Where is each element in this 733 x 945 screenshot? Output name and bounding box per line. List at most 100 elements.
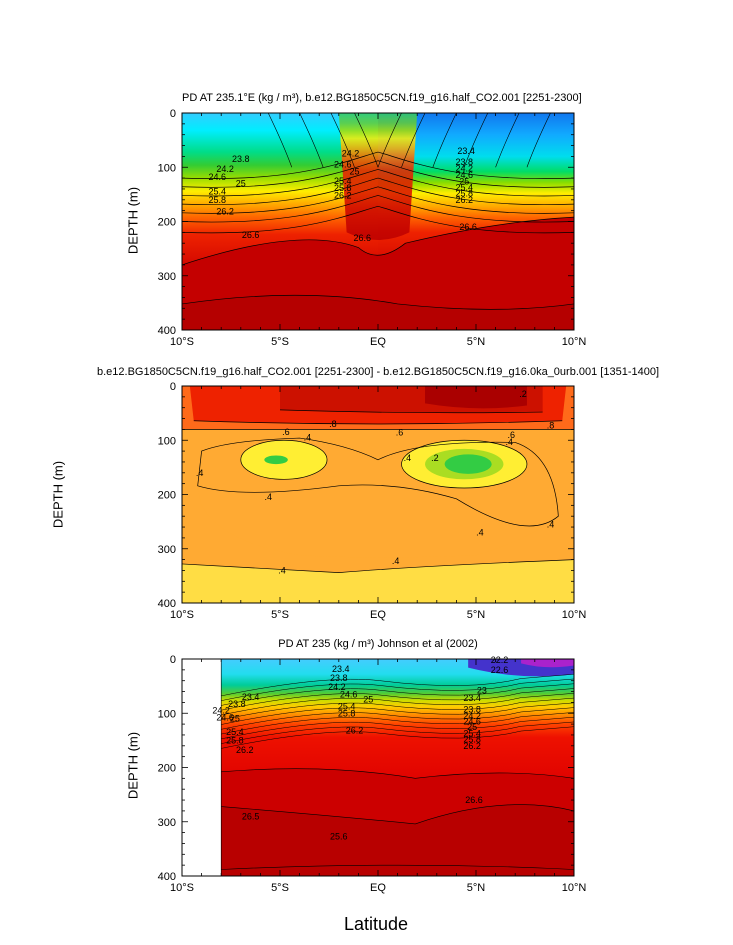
contour-label: .6 xyxy=(282,427,290,437)
contour-label: .4 xyxy=(278,565,286,575)
contour-label: 25 xyxy=(459,176,469,186)
panel3-title: PD AT 235 (kg / m³) Johnson et al (2002) xyxy=(278,638,478,650)
panel1-xtick-label: EQ xyxy=(370,336,386,348)
panel2-axes: 10°S 5°S EQ 5°N 10°N0100200300400.8.8.6.4.6.… xyxy=(158,381,587,621)
panel2-xtick-label: 10°N xyxy=(562,609,587,621)
contour-label: 25.8 xyxy=(226,735,244,745)
contour-label: 25.4 xyxy=(455,182,473,192)
contour-label: .4 xyxy=(547,519,555,529)
panel3-axes: 10°S 5°S EQ 5°N 10°N010020030040023.423.824.… xyxy=(158,654,587,894)
panel3-xtick-label: EQ xyxy=(370,882,386,894)
panel3-xtick-label: 5°N xyxy=(467,882,486,894)
contour-label: 23.8 xyxy=(330,673,348,683)
contour-label: .4 xyxy=(196,468,204,478)
contour-label: 26.2 xyxy=(216,207,234,217)
panel1-ytick-label: 300 xyxy=(158,271,176,283)
contour-label: 25.4 xyxy=(338,702,356,712)
contour-label: 25.6 xyxy=(330,831,348,841)
contour-label: 23.4 xyxy=(463,693,481,703)
contour-label: 26.5 xyxy=(242,811,260,821)
contour-label: 25.8 xyxy=(334,183,352,193)
panel1-title: PD AT 235.1°E (kg / m³), b.e12.BG1850C5C… xyxy=(182,92,582,104)
contour-label: 25.4 xyxy=(334,176,352,186)
panel3-ytick-label: 300 xyxy=(158,817,176,829)
panel3-xtick-label: 10°S xyxy=(170,882,194,894)
panel3-xtick-label: 5°S xyxy=(271,882,289,894)
contour-label: 26.2 xyxy=(463,741,481,751)
panel2-xtick-label: 10°S xyxy=(170,609,194,621)
contour-label: 24.2 xyxy=(212,706,230,716)
panel1-ytick-label: 400 xyxy=(158,325,176,337)
contour-label: 26.2 xyxy=(236,745,254,755)
contour-label: 24.2 xyxy=(463,711,481,721)
contour-label: 25.8 xyxy=(463,734,481,744)
contour-label: .8 xyxy=(547,421,555,431)
contour-label: 26.6 xyxy=(354,233,372,243)
contour-label: 24.2 xyxy=(216,164,234,174)
contour-label: 25.4 xyxy=(209,187,227,197)
contour-label: 24.6 xyxy=(455,170,473,180)
panel3-field xyxy=(220,659,575,876)
panel3-ytick-label: 0 xyxy=(170,654,176,666)
contour-label: 25.4 xyxy=(463,728,481,738)
contour-label: 25 xyxy=(236,179,246,189)
panel3-ytick-label: 400 xyxy=(158,871,176,883)
contour-label: 23.8 xyxy=(228,699,246,709)
panel1-ytick-label: 0 xyxy=(170,108,176,120)
panel2-ytick-label: 100 xyxy=(158,435,176,447)
contour-label: .6 xyxy=(396,428,404,438)
contour-label: .4 xyxy=(392,556,400,566)
contour-label: 26.6 xyxy=(465,795,483,805)
contour-label: 24.2 xyxy=(342,149,360,159)
x-axis-title: Latitude xyxy=(344,914,409,934)
contour-label: 25.8 xyxy=(209,195,227,205)
panel2-ytick-label: 0 xyxy=(170,381,176,393)
contour-label: 23.8 xyxy=(463,704,481,714)
contour-label: 24.2 xyxy=(328,682,346,692)
contour-label: 25.4 xyxy=(226,727,244,737)
contour-label: 23 xyxy=(477,685,487,695)
contour-label: 25 xyxy=(230,714,240,724)
panel1-xtick-label: 5°N xyxy=(467,336,486,348)
panel1-xtick-label: 5°S xyxy=(271,336,289,348)
panel2-xtick-label: 5°N xyxy=(467,609,486,621)
contour-label: 26.2 xyxy=(334,190,352,200)
contour-label: 26.6 xyxy=(242,230,260,240)
contour-label: 23.4 xyxy=(242,692,260,702)
contour-label: 23.8 xyxy=(455,157,473,167)
contour-label: 26.2 xyxy=(346,726,364,736)
contour-label: 24.6 xyxy=(216,713,234,723)
contour-label: .4 xyxy=(404,453,412,463)
contour-label: 23.4 xyxy=(332,664,350,674)
panel2-ytick-label: 200 xyxy=(158,490,176,502)
panel3-ytick-label: 100 xyxy=(158,708,176,720)
contour-label: 25 xyxy=(363,695,373,705)
panel3-ytick-label: 200 xyxy=(158,763,176,775)
contour-label: 25 xyxy=(349,167,359,177)
contour-label: 23.8 xyxy=(232,154,250,164)
contour-label: 22.6 xyxy=(491,665,509,675)
panel1-xtick-label: 10°S xyxy=(170,336,194,348)
panel3-xtick-label: 10°N xyxy=(562,882,587,894)
contour-label: .2 xyxy=(519,389,527,399)
contour-label: .4 xyxy=(476,527,484,537)
panel2-ytick-label: 300 xyxy=(158,544,176,556)
contour-label: 24.6 xyxy=(463,716,481,726)
contour-label: 26.6 xyxy=(459,222,477,232)
contour-label: 25 xyxy=(467,722,477,732)
panel1-field xyxy=(181,112,575,330)
panel2-field xyxy=(181,386,575,603)
contour-label: .2 xyxy=(431,453,439,463)
contour-label: 25.8 xyxy=(455,188,473,198)
panel1-ytick-label: 100 xyxy=(158,162,176,174)
contour-label: .4 xyxy=(506,437,514,447)
panel1-ytick-label: 200 xyxy=(158,217,176,229)
contour-label: .4 xyxy=(264,492,272,502)
contour-label: .4 xyxy=(304,433,312,443)
contour-label: 26.2 xyxy=(455,195,473,205)
panel1-axes: 10°S 5°S EQ 5°N 10°N010020030040023.824.224.… xyxy=(158,108,587,348)
contour-label: 22.2 xyxy=(491,655,509,665)
contour-label: 24.2 xyxy=(455,163,473,173)
contour-label: .6 xyxy=(508,430,516,440)
